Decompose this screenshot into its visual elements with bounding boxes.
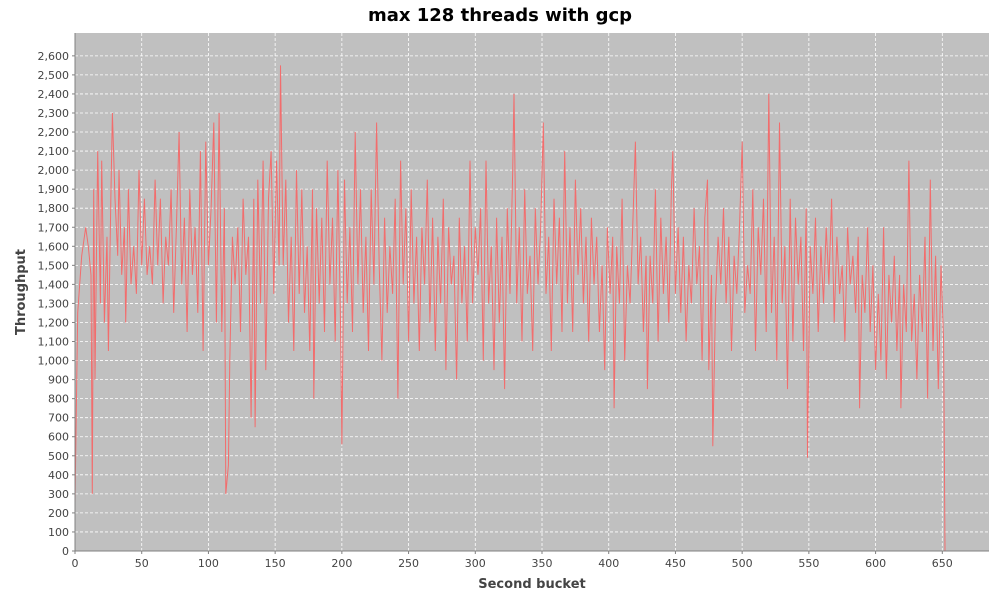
tick-labels: 01002003004005006007008009001,0001,1001,… (38, 50, 953, 570)
y-tick-label: 1,500 (38, 259, 70, 272)
y-tick-label: 0 (62, 545, 69, 558)
y-tick-label: 1,600 (38, 240, 70, 253)
x-tick-label: 650 (932, 557, 953, 570)
x-tick-label: 450 (665, 557, 686, 570)
y-tick-label: 1,700 (38, 221, 70, 234)
y-tick-label: 2,300 (38, 107, 70, 120)
axes (72, 33, 989, 554)
y-tick-label: 900 (48, 374, 69, 387)
x-tick-label: 150 (265, 557, 286, 570)
plot-area (75, 33, 989, 551)
y-tick-label: 600 (48, 431, 69, 444)
y-tick-label: 1,200 (38, 316, 70, 329)
y-axis-label: Throughput (14, 249, 29, 335)
y-tick-label: 1,900 (38, 183, 70, 196)
series-line-0 (74, 65, 946, 552)
y-tick-label: 1,800 (38, 202, 70, 215)
y-tick-label: 2,500 (38, 69, 70, 82)
y-tick-label: 100 (48, 526, 69, 539)
y-tick-label: 800 (48, 393, 69, 406)
x-axis-label: Second bucket (478, 577, 586, 592)
y-tick-label: 400 (48, 469, 69, 482)
y-tick-label: 300 (48, 488, 69, 501)
y-tick-label: 2,100 (38, 145, 70, 158)
y-tick-label: 2,000 (38, 164, 70, 177)
y-tick-label: 200 (48, 507, 69, 520)
x-tick-label: 500 (732, 557, 753, 570)
x-tick-label: 300 (465, 557, 486, 570)
x-tick-label: 0 (72, 557, 79, 570)
chart-title: max 128 threads with gcp (368, 5, 632, 26)
x-tick-label: 200 (331, 557, 352, 570)
x-tick-label: 400 (598, 557, 619, 570)
y-tick-label: 2,400 (38, 88, 70, 101)
x-tick-label: 350 (532, 557, 553, 570)
x-tick-label: 550 (798, 557, 819, 570)
x-tick-label: 600 (865, 557, 886, 570)
y-tick-label: 1,100 (38, 336, 70, 349)
y-tick-label: 1,300 (38, 297, 70, 310)
series-layer (74, 65, 946, 552)
x-tick-label: 100 (198, 557, 219, 570)
y-tick-label: 500 (48, 450, 69, 463)
y-tick-label: 2,600 (38, 50, 70, 63)
x-tick-label: 50 (135, 557, 149, 570)
y-tick-label: 1,000 (38, 355, 70, 368)
y-tick-label: 700 (48, 412, 69, 425)
x-tick-label: 250 (398, 557, 419, 570)
y-tick-label: 1,400 (38, 278, 70, 291)
y-tick-label: 2,200 (38, 126, 70, 139)
